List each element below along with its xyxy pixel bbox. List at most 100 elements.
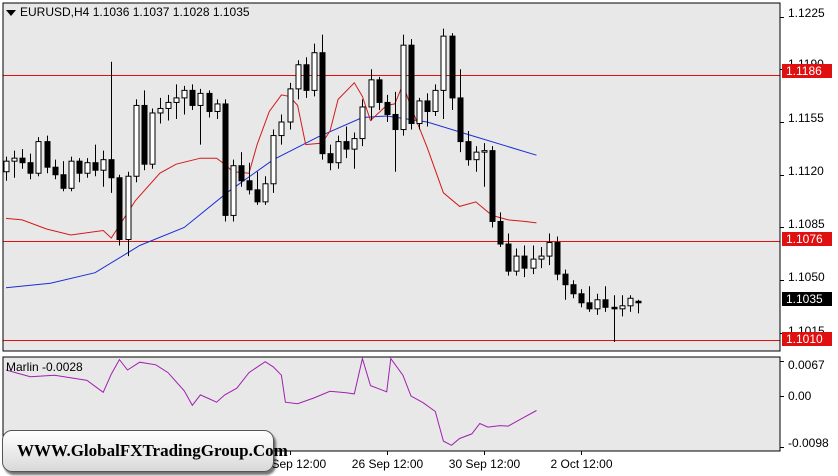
candle [489,146,496,228]
candle-body [351,138,358,150]
candle-body [125,175,132,241]
candle-body [384,101,391,115]
candle-body [181,89,188,99]
candle-body [246,180,253,191]
candle-body [554,242,561,275]
candle-body [76,160,83,174]
candle-body [100,159,107,171]
candle-body [189,89,196,106]
main-plot-area [3,3,780,351]
candle-body [214,103,221,112]
candle-body [335,141,342,164]
candle-body [295,64,302,90]
candle-body [230,165,237,216]
candle-body [473,151,480,161]
dropdown-triangle-icon[interactable] [6,9,16,16]
candle-body [149,112,156,165]
candle-body [481,150,488,153]
candle-body [319,52,326,155]
candle [44,135,51,174]
candle-body [489,150,496,222]
candle-body [440,35,447,91]
candle-body [141,104,148,165]
candle-body [505,243,512,272]
candle [376,76,383,110]
candle [368,69,375,121]
candle-body [27,162,34,174]
candle-body [44,141,51,168]
candle [416,97,423,130]
candle [68,156,75,192]
level-lines [3,75,780,341]
candle [521,245,528,278]
candle-body [359,106,366,140]
candle [35,137,42,177]
candle-body [368,79,375,108]
candle-body [287,88,294,123]
candle [116,174,123,246]
candle-body [19,157,26,164]
candle [165,94,172,121]
candle [465,131,472,166]
candle [530,245,537,275]
candle [432,84,439,116]
candle [481,143,488,187]
candle-body [270,135,277,185]
time-label: 26 Sep 12:00 [351,457,424,471]
candle-body [408,44,415,125]
candle-body [311,52,318,91]
candle-body [400,44,407,131]
candle-body [84,162,91,174]
indicator-tick: 0.00 [788,389,812,403]
candle-body [602,299,609,308]
sma-slow-line [5,115,537,289]
candle [335,135,342,169]
candle-body [303,64,310,91]
time-label: 30 Sep 12:00 [448,457,521,471]
candle [238,152,245,187]
marlin-polyline [5,356,537,446]
candle [19,149,26,169]
candle [197,88,204,145]
level-label-1010: 1.1010 [782,332,832,346]
candle-body [635,300,642,304]
candle-body [392,113,399,131]
candle [189,84,196,110]
candle-body [238,165,245,182]
candle-body [432,89,439,112]
candle-body [35,141,42,174]
candle [594,293,601,315]
candle [52,159,59,180]
candle [311,43,318,97]
candle [554,236,561,281]
candle [60,161,67,192]
candle-body [578,293,585,304]
candle-body [254,189,261,203]
candle [133,99,140,183]
candle [473,146,480,172]
candle [173,84,180,119]
close-value: 1.1035 [212,5,250,19]
candle [141,90,148,171]
candle-body [206,92,213,112]
candle [408,39,415,130]
sma-fast-line [5,81,537,239]
candle-body [376,79,383,103]
candle [157,97,164,124]
candle-body [68,160,75,189]
candle [497,212,504,248]
candle-body [497,220,504,245]
candle [262,176,269,205]
candle-body [157,107,164,114]
price-tick: 1.1120 [788,164,824,178]
high-value: 1.1037 [132,5,170,19]
indicator-tick: 0.0067 [788,358,825,372]
candle [351,132,358,169]
candle-body [538,255,545,260]
candle [3,156,10,181]
candle [392,91,399,172]
candle-body [262,183,269,203]
candle [206,90,213,118]
candle [538,247,545,269]
candle [327,144,334,171]
